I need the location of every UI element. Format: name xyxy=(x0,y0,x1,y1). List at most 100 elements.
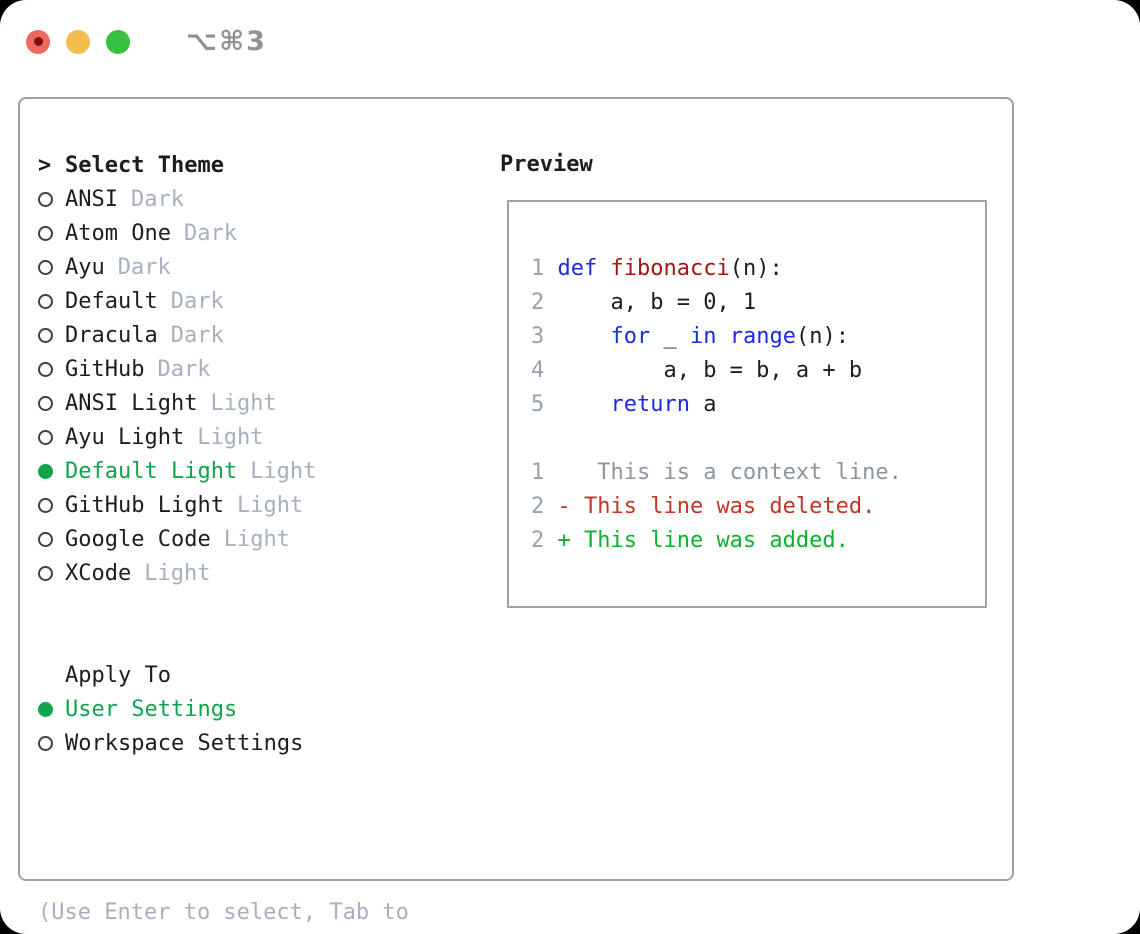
apply-to-option-label: Workspace Settings xyxy=(65,730,304,756)
theme-option-label: Dracula xyxy=(65,322,158,348)
focus-caret-icon: > xyxy=(38,152,52,178)
code-token-keyword: return xyxy=(610,392,690,417)
theme-variant-label: Light xyxy=(210,390,277,416)
apply-to-header: Apply To xyxy=(38,658,409,692)
radio-marker xyxy=(38,361,65,377)
help-hint: (Use Enter to select, Tab to change focu… xyxy=(38,828,409,934)
keyboard-shortcut-label: ⌥⌘3 xyxy=(186,26,267,57)
radio-marker xyxy=(38,735,65,751)
spacer xyxy=(38,760,409,828)
code-token-plain xyxy=(558,324,611,349)
code-token-plain: a, b = 0, 1 xyxy=(557,290,757,315)
code-token-function: fibonacci xyxy=(610,256,730,281)
radio-marker xyxy=(38,463,65,479)
radio-marker xyxy=(38,565,65,581)
radio-marker xyxy=(38,701,65,717)
radio-marker xyxy=(38,293,65,309)
code-token-keyword: for xyxy=(610,324,651,349)
theme-list: ANSI Dark Atom One Dark Ayu Dark Default Dark Dr… xyxy=(38,182,409,590)
code-line: 3 for _ in range(n): xyxy=(531,320,985,354)
theme-option[interactable]: Default Light Light xyxy=(38,454,409,488)
select-theme-header: > Select Theme xyxy=(38,148,409,182)
theme-variant-label: Light xyxy=(223,526,290,552)
radio-marker xyxy=(38,225,65,241)
line-number: 1 xyxy=(531,460,558,485)
radio-unselected-icon xyxy=(38,259,53,275)
radio-unselected-icon xyxy=(38,225,53,241)
code-token-keyword: in xyxy=(689,324,717,349)
code-token-plain xyxy=(558,392,611,417)
theme-variant-label: Light xyxy=(197,424,264,450)
code-token-plain: (n): xyxy=(795,324,849,349)
diff-line-deleted: 2 - This line was deleted. xyxy=(531,490,985,524)
select-theme-title: Select Theme xyxy=(65,152,224,178)
minimize-button[interactable] xyxy=(66,29,90,54)
line-number: 5 xyxy=(531,392,558,417)
close-button[interactable] xyxy=(26,29,50,54)
radio-unselected-icon xyxy=(38,327,53,343)
radio-unselected-icon xyxy=(38,735,53,751)
apply-to-option-label: User Settings xyxy=(65,696,238,722)
close-dot-icon xyxy=(33,37,43,46)
apply-to-title: Apply To xyxy=(65,662,171,688)
theme-option[interactable]: ANSI Dark xyxy=(38,182,409,216)
radio-marker xyxy=(38,497,65,513)
diff-text: + This line was added. xyxy=(557,528,849,553)
radio-unselected-icon xyxy=(38,497,53,513)
theme-option[interactable]: GitHub Light Light xyxy=(38,488,409,522)
radio-unselected-icon xyxy=(38,293,53,309)
code-line: 5 return a xyxy=(531,388,985,422)
theme-variant-label: Dark xyxy=(117,254,171,280)
line-number: 2 xyxy=(531,290,558,315)
theme-variant-label: Dark xyxy=(157,356,211,382)
code-token-plain: a, b = b, a + b xyxy=(557,358,863,383)
theme-variant-label: Dark xyxy=(170,322,224,348)
theme-option[interactable]: Default Dark xyxy=(38,284,409,318)
code-token-plain xyxy=(597,256,610,281)
theme-option[interactable]: ANSI Light Light xyxy=(38,386,409,420)
line-number: 2 xyxy=(531,494,558,519)
theme-option-label: ANSI Light xyxy=(65,390,198,416)
theme-option[interactable]: XCode Light xyxy=(38,556,409,590)
theme-variant-label: Light xyxy=(250,458,317,484)
radio-unselected-icon xyxy=(38,429,53,445)
apply-to-option[interactable]: Workspace Settings xyxy=(38,726,409,760)
theme-option-label: GitHub Light xyxy=(65,492,224,518)
apply-to-option[interactable]: User Settings xyxy=(38,692,409,726)
theme-option[interactable]: Dracula Dark xyxy=(38,318,409,352)
theme-option[interactable]: Ayu Dark xyxy=(38,250,409,284)
radio-selected-icon xyxy=(38,701,53,717)
zoom-button[interactable] xyxy=(106,29,130,54)
line-number: 2 xyxy=(531,528,558,553)
theme-option[interactable]: Ayu Light Light xyxy=(38,420,409,454)
theme-variant-label: Light xyxy=(236,492,304,518)
blank-line xyxy=(531,422,985,456)
line-number: 1 xyxy=(531,256,558,281)
diff-text: - This line was deleted. xyxy=(557,494,876,519)
theme-option-label: Atom One xyxy=(65,220,171,246)
code-line: 2 a, b = 0, 1 xyxy=(531,286,985,320)
theme-option[interactable]: Google Code Light xyxy=(38,522,409,556)
theme-option[interactable]: GitHub Dark xyxy=(38,352,409,386)
code-token-keyword: def xyxy=(557,256,598,281)
radio-unselected-icon xyxy=(38,531,53,547)
diff-text: This is a context line. xyxy=(557,460,902,485)
radio-marker xyxy=(38,259,65,275)
code-token-plain xyxy=(716,324,729,349)
theme-variant-label: Dark xyxy=(130,186,184,212)
theme-option-label: Default xyxy=(65,288,158,314)
code-token-plain: (n): xyxy=(729,256,783,281)
window-titlebar: ⌥⌘3 xyxy=(26,26,267,57)
radio-unselected-icon xyxy=(38,361,53,377)
diff-line-added: 2 + This line was added. xyxy=(531,524,985,558)
theme-variant-label: Dark xyxy=(183,220,237,246)
theme-variant-label: Dark xyxy=(170,288,224,314)
code-token-plain: _ xyxy=(650,324,690,349)
diff-preview: 1 This is a context line. 2 - This line w… xyxy=(531,456,985,558)
theme-option[interactable]: Atom One Dark xyxy=(38,216,409,250)
radio-marker xyxy=(38,191,65,207)
main-panel-border xyxy=(18,97,1014,881)
theme-option-label: ANSI xyxy=(65,186,118,212)
